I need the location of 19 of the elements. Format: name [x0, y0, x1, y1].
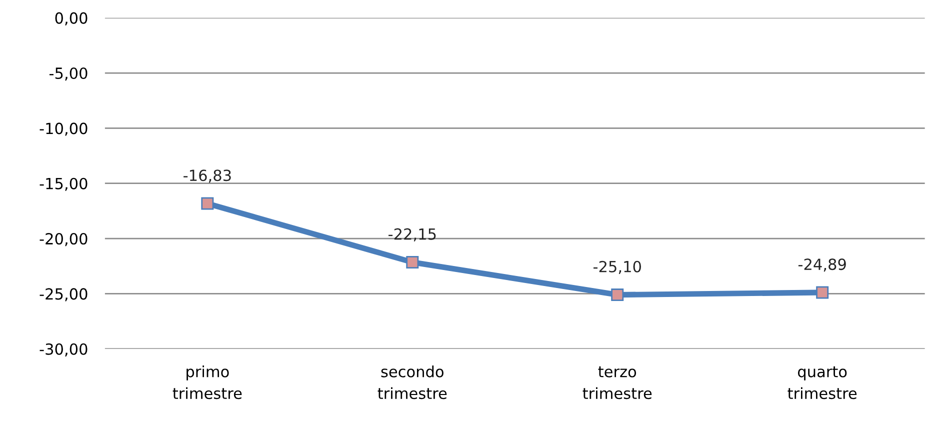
- x-tick-label: secondo trimestre: [378, 366, 447, 400]
- y-tick-label: -15,00: [40, 178, 88, 191]
- data-label: -24,89: [798, 258, 846, 272]
- point: [816, 286, 829, 299]
- data-label: -25,10: [593, 260, 641, 274]
- x-tick-label: terzo trimestre: [582, 366, 652, 400]
- y-tick-label: -20,00: [40, 232, 88, 246]
- data-label: -22,15: [388, 228, 436, 242]
- point: [611, 288, 624, 302]
- point: [406, 256, 419, 268]
- y-tick-label: -25,00: [40, 288, 88, 302]
- data-label: -16,83: [184, 170, 231, 183]
- y-tick-label: -30,00: [40, 343, 88, 356]
- y-tick-label: -5,00: [49, 67, 88, 81]
- x-tick-label: primo trimestre: [172, 366, 242, 400]
- y-tick-label: 0,00: [55, 12, 88, 26]
- y-tick-label: -10,00: [40, 122, 88, 136]
- point: [201, 197, 214, 210]
- x-tick-label: quarto trimestre: [788, 366, 857, 400]
